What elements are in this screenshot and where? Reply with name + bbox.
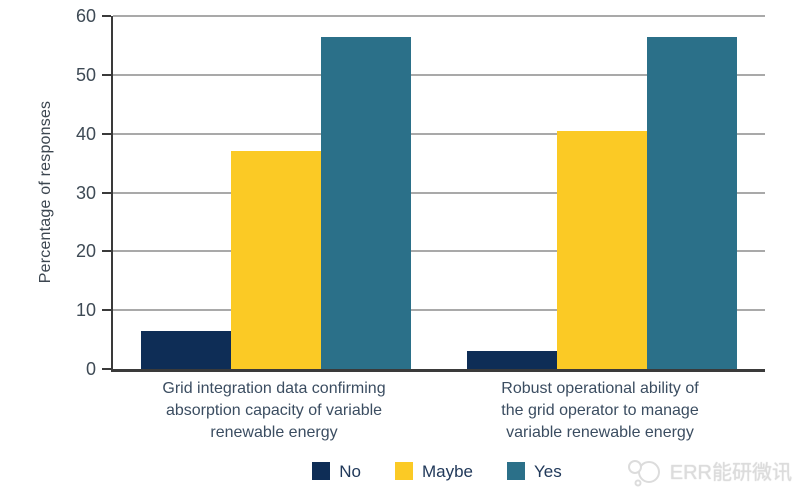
gridline bbox=[113, 191, 765, 194]
y-tick-mark bbox=[102, 368, 111, 370]
bar-yes-group2 bbox=[647, 36, 737, 369]
bar-yes-group1 bbox=[321, 36, 411, 369]
gridline bbox=[113, 15, 765, 17]
watermark-text: ERR能研微讯 bbox=[669, 462, 792, 484]
y-tick-label: 10 bbox=[75, 300, 96, 321]
y-axis-title: Percentage of responses bbox=[37, 100, 54, 284]
legend-swatch-no bbox=[312, 462, 331, 480]
y-tick-label: 60 bbox=[75, 6, 96, 26]
cloud-speech-bubble-icon bbox=[625, 456, 665, 490]
watermark: ERR能研微讯 bbox=[625, 456, 792, 490]
plot-area: 0 10 20 30 40 50 60 bbox=[76, 7, 765, 378]
legend-item-maybe: Maybe bbox=[394, 461, 474, 481]
bar-maybe-group1 bbox=[231, 151, 321, 369]
y-tick-label: 20 bbox=[75, 241, 96, 262]
gridline bbox=[113, 309, 765, 312]
y-tick-label: 40 bbox=[75, 123, 96, 144]
legend-label-yes: Yes bbox=[534, 461, 562, 481]
bar-no-group1 bbox=[141, 330, 231, 369]
legend-label-maybe: Maybe bbox=[421, 461, 474, 481]
gridline bbox=[113, 73, 765, 76]
legend-label-no: No bbox=[339, 461, 361, 481]
legend-item-yes: Yes bbox=[507, 462, 562, 480]
y-tick-mark bbox=[102, 132, 111, 135]
y-tick-mark bbox=[102, 250, 111, 253]
y-tick-mark bbox=[102, 191, 111, 194]
y-tick-mark bbox=[102, 309, 111, 312]
gridline bbox=[113, 132, 765, 135]
y-tick-label: 50 bbox=[75, 64, 96, 85]
x-category-label: Grid integration data confirming absorpt… bbox=[162, 380, 386, 441]
bar-no-group2 bbox=[467, 351, 557, 369]
x-labels: Grid integration data confirming absorpt… bbox=[111, 378, 763, 448]
legend-item-no: No bbox=[312, 462, 361, 480]
y-tick-mark bbox=[102, 73, 111, 76]
y-tick-label: 30 bbox=[75, 182, 96, 203]
x-category-label: Robust operational ability of the grid o… bbox=[501, 380, 699, 441]
bar-maybe-group2 bbox=[557, 130, 647, 369]
y-tick-mark bbox=[102, 15, 111, 17]
gridline bbox=[113, 250, 765, 253]
legend-swatch-maybe bbox=[394, 462, 413, 480]
y-tick-label: 0 bbox=[85, 359, 96, 379]
legend-swatch-yes bbox=[507, 462, 526, 480]
legend: No Maybe Yes bbox=[111, 462, 763, 480]
